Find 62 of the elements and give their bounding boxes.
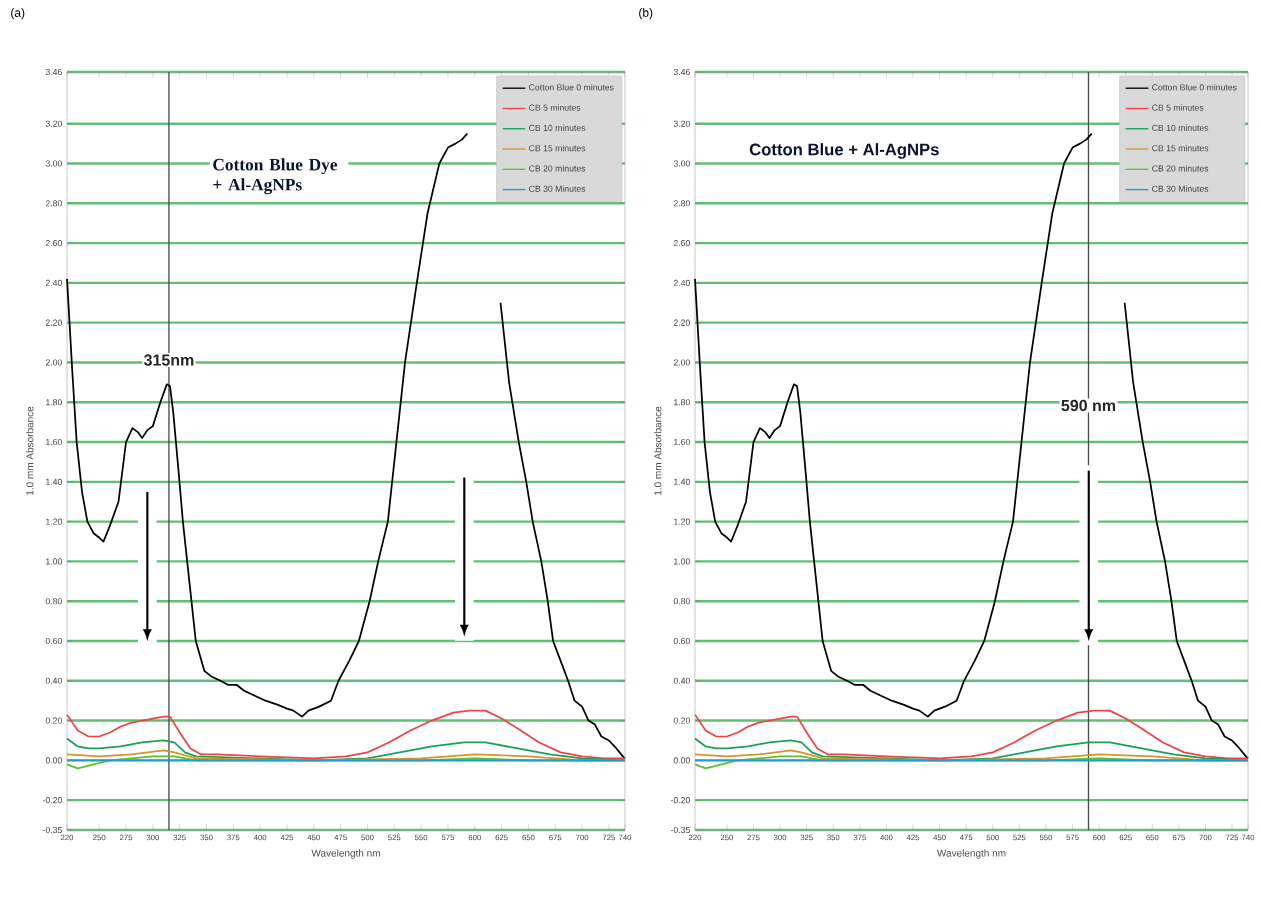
y-tick-label: 0.00 — [45, 757, 62, 764]
y-tick-label: 2.40 — [673, 279, 690, 286]
chart-title: (a) — [11, 8, 25, 20]
annotation: Cotton Blue + Al-AgNPs — [749, 143, 939, 159]
ref-line-label: 315nm — [143, 354, 194, 366]
legend-label: CB 5 minutes — [529, 104, 581, 111]
annotation: Cotton Blue Dye + Al-AgNPs — [213, 158, 338, 195]
legend-label: Cotton Blue 0 minutes — [529, 84, 614, 91]
y-tick-label: 1.40 — [674, 478, 690, 485]
y-tick-label: 0.80 — [45, 598, 62, 605]
y-tick-label: 2.20 — [45, 319, 62, 326]
legend-label: Cotton Blue 0 minutes — [1152, 84, 1237, 91]
y-tick-label: 2.00 — [673, 359, 690, 366]
y-tick-label: 1.60 — [46, 438, 62, 446]
y-tick-label: 2.60 — [45, 240, 62, 247]
y-tick-label: 0.20 — [45, 717, 62, 724]
y-tick-label: 3.20 — [45, 120, 62, 127]
y-tick-label: 0.20 — [673, 717, 690, 724]
y-tick-label: -0.20 — [670, 797, 690, 804]
y-tick-label: 0.40 — [45, 677, 62, 684]
y-tick-label: 1.20 — [674, 518, 690, 525]
y-tick-label: 1.80 — [46, 399, 62, 406]
y-tick-label: 0.40 — [673, 677, 690, 684]
y-tick-label: 2.40 — [45, 279, 62, 286]
chart-title: (b) — [639, 8, 653, 20]
y-tick-label: 3.20 — [673, 120, 690, 127]
y-axis-title: 1.0 mm Absorbance — [26, 406, 34, 495]
y-tick-label: -0.35 — [670, 826, 690, 834]
y-tick-label: 2.60 — [673, 240, 690, 247]
y-axis-title: 1.0 mm Absorbance — [654, 406, 662, 495]
y-tick-label: 1.00 — [46, 558, 62, 565]
y-tick-label: -0.20 — [42, 797, 62, 804]
y-tick-label: 3.46 — [673, 68, 690, 76]
legend-label: CB 10 minutes — [529, 124, 586, 131]
y-tick-label: 0.60 — [673, 637, 690, 645]
legend-label: CB 5 minutes — [1152, 104, 1204, 111]
y-tick-label: 0.80 — [673, 598, 690, 605]
y-tick-label: 0.00 — [673, 757, 690, 764]
y-tick-label: 1.60 — [674, 438, 690, 446]
ref-line-label: 590 nm — [1061, 399, 1116, 412]
y-tick-label: 1.20 — [46, 518, 62, 525]
y-tick-label: 3.00 — [673, 160, 690, 167]
legend-label: CB 20 minutes — [1152, 165, 1209, 172]
legend-label: CB 15 minutes — [529, 144, 586, 152]
legend-label: CB 20 minutes — [529, 165, 586, 172]
y-tick-label: 1.80 — [674, 399, 690, 406]
y-tick-label: 0.60 — [45, 637, 62, 645]
y-tick-label: 2.00 — [45, 359, 62, 366]
y-tick-label: 2.80 — [673, 200, 690, 207]
y-tick-label: -0.35 — [42, 826, 62, 834]
y-tick-label: 3.46 — [45, 68, 62, 76]
x-axis-title: Wavelength nm — [936, 849, 1006, 859]
y-tick-label: 2.20 — [673, 319, 690, 326]
legend-label: CB 30 Minutes — [529, 185, 586, 192]
legend-label: CB 30 Minutes — [1152, 185, 1209, 192]
x-axis-title: Wavelength nm — [311, 849, 380, 859]
legend-label: CB 10 minutes — [1152, 124, 1209, 131]
y-tick-label: 1.00 — [674, 558, 690, 565]
y-tick-label: 3.00 — [45, 160, 62, 167]
y-tick-label: 1.40 — [46, 478, 62, 485]
legend-label: CB 15 minutes — [1152, 144, 1209, 152]
y-tick-label: 2.80 — [45, 200, 62, 207]
